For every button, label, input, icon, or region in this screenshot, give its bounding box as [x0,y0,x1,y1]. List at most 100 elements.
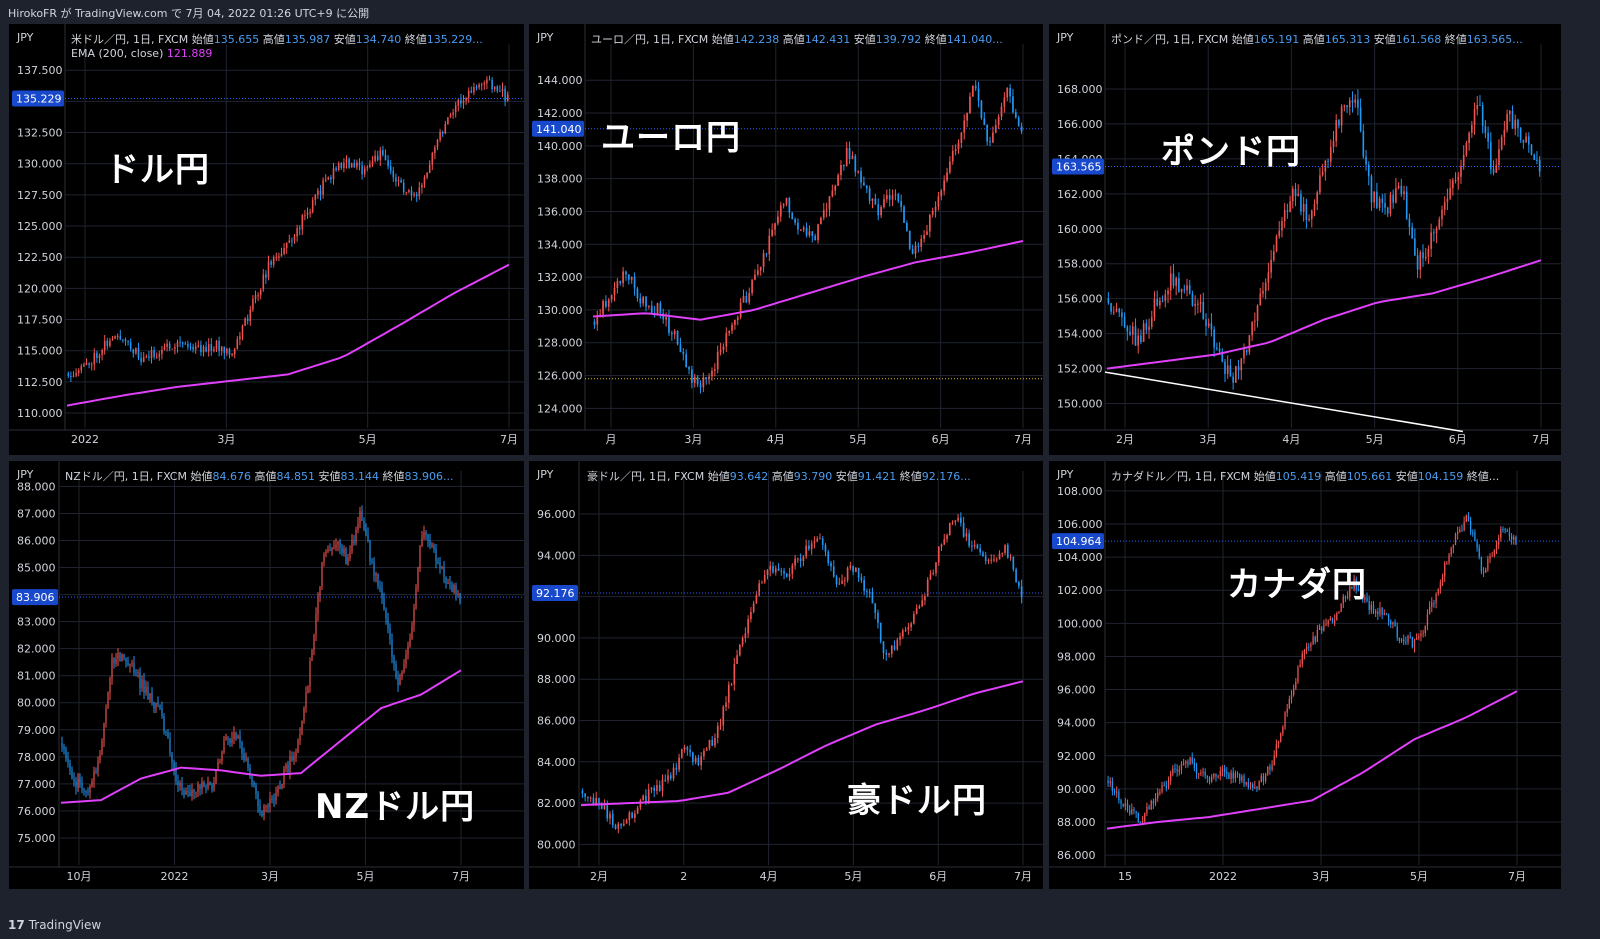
candle-body [1481,105,1484,127]
candle-body [1383,613,1385,615]
candle-body [1500,528,1502,539]
x-tick-label: 2022 [161,870,189,883]
low-label: 安値 [853,33,876,46]
low-value: 91.421 [857,470,897,483]
candle-body [1405,641,1407,643]
candle-body [149,693,151,700]
candle-body [155,703,157,709]
candle-body [1241,776,1243,781]
candle-body [437,561,439,563]
candle-body [744,633,747,638]
candle-body [93,770,95,781]
candle-body [1297,193,1300,197]
y-tick-label: 142.000 [537,107,583,120]
candle-body [719,725,722,727]
open-value: 142.238 [733,33,780,46]
candle-body [117,652,119,660]
candle-body [1504,529,1506,531]
candle-body [1461,529,1463,531]
candle-body [855,567,857,572]
y-tick-label: 136.000 [537,205,583,218]
candle-body [1009,87,1011,97]
candle-body [1313,203,1316,211]
y-tick-label: 168.000 [1057,83,1103,96]
candle-body [911,248,914,254]
candle-body [768,235,771,255]
candle-body [1159,300,1161,306]
candle-body [965,533,968,537]
candle-body [754,274,756,280]
candle-body [1303,649,1306,654]
x-tick-label: 月 [606,433,617,446]
candle-body [906,222,908,231]
candle-body [1295,681,1297,689]
candle-body [177,780,179,786]
pair-big-label: NZドル円 [315,787,476,827]
chart-panel-eurjpy[interactable]: 144.000 142.000 140.000 138.000 136.000 134.0… [529,24,1043,455]
candle-body [659,303,662,314]
candle-body [1342,596,1344,604]
y-tick-label: 83.000 [17,616,56,629]
candle-body [1213,773,1215,777]
candle-body [125,658,127,662]
candle-body [353,540,355,543]
candle-body [1305,646,1308,650]
candle-body [499,90,501,92]
candle-body [1443,202,1446,210]
candle-body [926,579,929,597]
candle-body [288,240,291,243]
candle-body [417,568,419,589]
candle-body [656,785,658,792]
candle-body [303,707,305,721]
candle-body [1259,293,1262,306]
symbol-title: ポンド／円, 1日, FXCM 始値165.191 高値165.313 安値16… [1111,31,1523,47]
chart-panel-cadjpy[interactable]: 108.000 106.000 104.000 102.000 100.000 98.00… [1049,461,1561,889]
candle-body [1267,766,1269,775]
candle-body [428,164,431,174]
candle-body [371,560,373,562]
candle-body [397,677,399,685]
candle-body [1314,636,1316,642]
chart-panel-nzdjpy[interactable]: 88.00087.00086.00085.00084.00083.00082.0… [9,461,524,889]
candle-body [255,785,257,795]
x-tick-label: 2月 [1116,433,1134,446]
candle-body [1308,218,1310,221]
candle-body [307,686,309,693]
candle-body [1260,775,1262,782]
candle-body [1508,110,1511,115]
candle-body [1107,780,1109,784]
y-tick-label: 160.000 [1057,223,1103,236]
candle-body [245,758,247,760]
candle-body [351,540,353,552]
candle-body [123,654,125,659]
candle-body [1327,160,1329,162]
candle-body [713,369,716,371]
candle-body [291,240,293,242]
candle-body [116,335,119,337]
candle-body [254,295,257,299]
chart-panel-audjpy[interactable]: 96.00094.00092.00090.00088.00086.00084.0… [529,461,1043,889]
candle-body [1492,169,1495,173]
y-tick-label: 75.000 [17,832,56,845]
candle-body [447,582,449,584]
candle-body [1396,626,1398,638]
candle-body [772,565,774,573]
candle-body [883,199,885,207]
y-tick-label: 166.000 [1057,118,1103,131]
candle-body [982,552,984,557]
tradingview-logo[interactable]: 𝟭𝟳 TradingView [8,918,101,932]
currency-label: JPY [17,468,34,481]
candle-body [439,562,441,568]
chart-panel-gbpjpy[interactable]: 168.000166.000164.000162.000160.000158.0… [1049,24,1561,455]
candle-body [1487,559,1489,570]
candle-body [1273,251,1275,260]
candle-body [1109,781,1111,784]
candle-body [179,783,181,786]
candle-body [79,778,81,784]
chart-panel-usdjpy[interactable]: 137.500135.000132.500130.000127.500125.0… [9,24,524,455]
candle-body [917,245,920,247]
candle-body [376,155,379,161]
candle-body [831,190,834,197]
candle-body [610,294,613,300]
candle-body [700,756,702,766]
